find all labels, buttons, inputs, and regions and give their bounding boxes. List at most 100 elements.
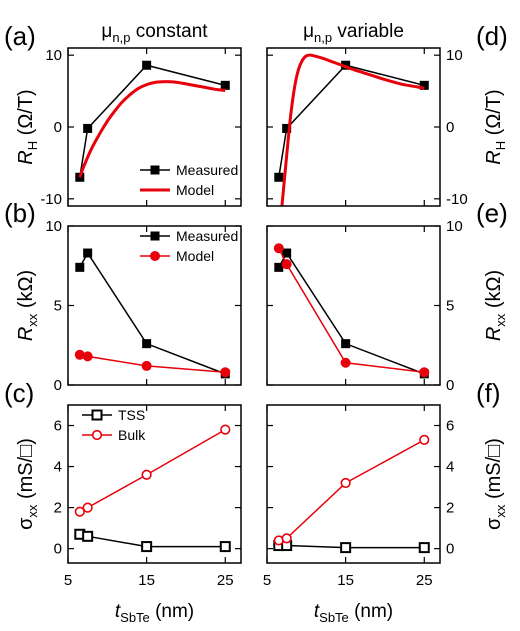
x-tick-label-c-0: 5: [64, 572, 72, 589]
ylabel-right-row-1: RH (Ω/T): [483, 89, 508, 164]
point-b-1-1: [82, 351, 93, 362]
point-a-0-2: [142, 60, 152, 70]
point-d-0-0: [274, 172, 284, 182]
legend-label-a-0: Measured: [176, 162, 238, 178]
point-c-1-2: [141, 469, 152, 480]
plot-area-a: [75, 60, 230, 182]
frame-a: [67, 47, 242, 207]
x-tick-label-f-1: 15: [337, 572, 354, 589]
point-e-1-2: [340, 357, 351, 368]
series-line-e-0: [278, 251, 425, 375]
series-curve-a-1: [78, 80, 226, 178]
x-tick-label-f-2: 25: [416, 572, 433, 589]
ylabel-left-row-1: RH (Ω/T): [15, 89, 40, 164]
y-tick-label-c-3: 6: [54, 418, 62, 435]
series-line-f-1: [278, 439, 425, 542]
panel-letter-f: (f): [476, 378, 501, 408]
panel-letter-d: (d): [476, 21, 508, 51]
y-tick-label-c-0: 0: [54, 541, 62, 558]
point-e-1-1: [281, 259, 292, 270]
frame-f: [266, 404, 441, 564]
legend-b: Measured Model: [140, 228, 238, 264]
frame-e: [266, 225, 441, 386]
series-line-c-1: [79, 428, 226, 513]
y-tick-label-f-0: 0: [446, 541, 454, 558]
y-tick-label-f-1: 2: [446, 500, 454, 517]
y-tick-label-f-2: 4: [446, 459, 454, 476]
point-f-1-1: [281, 533, 292, 544]
y-tick-label-e-2: 10: [446, 218, 463, 235]
legend-marker-b-0: [150, 231, 160, 241]
point-d-0-3: [419, 80, 429, 90]
point-c-1-3: [220, 424, 231, 435]
point-e-0-0: [274, 262, 284, 272]
plot-area-e: [273, 243, 430, 379]
y-tick-label-e-0: 0: [446, 377, 454, 394]
panel-a: -10 0 10 Measured Model: [40, 47, 242, 208]
y-tick-label-b-0: 0: [54, 377, 62, 394]
y-tick-label-d-0: -10: [446, 191, 468, 208]
y-tick-label-a-1: 0: [54, 119, 62, 136]
ylabel-right-row-2: Rxx (kΩ): [483, 270, 508, 341]
panel-d: -10 0 10: [266, 47, 468, 208]
y-tick-label-e-1: 5: [446, 298, 454, 315]
plot-area-f: [273, 434, 430, 554]
frame-b: [67, 225, 242, 386]
ylabel-right-row-3: σxx (mS/□): [483, 438, 508, 530]
panel-b: 0 5 10 Measured Model: [45, 218, 242, 394]
panel-f: 5 15 25 0 2 4 6: [263, 404, 454, 589]
point-e-0-2: [341, 339, 351, 349]
point-a-0-3: [220, 80, 230, 90]
ylabel-left-row-3: σxx (mS/□): [15, 438, 40, 530]
column-title-2: μn,p variable: [303, 21, 404, 45]
legend-label-c-1: Bulk: [118, 427, 146, 443]
y-tick-label-f-3: 6: [446, 418, 454, 435]
panel-letter-a: (a): [4, 21, 36, 51]
panel-letter-e: (e): [476, 198, 508, 228]
ylabel-left-row-2: Rxx (kΩ): [15, 270, 40, 341]
legend-marker-a-0: [150, 165, 160, 175]
point-c-0-2: [141, 541, 153, 553]
series-line-f-0: [278, 544, 425, 549]
x-tick-label-c-2: 25: [217, 572, 234, 589]
y-tick-label-d-2: 10: [446, 47, 463, 64]
legend-label-b-0: Measured: [176, 228, 238, 244]
y-tick-label-b-1: 5: [54, 298, 62, 315]
point-f-1-3: [419, 434, 430, 445]
xlabel-col-2: tSbTe (nm): [314, 601, 393, 625]
plot-area-b: [74, 248, 231, 379]
point-c-1-1: [82, 502, 93, 513]
point-b-1-3: [220, 367, 231, 378]
y-tick-label-a-2: 10: [45, 47, 62, 64]
series-line-d-0: [278, 64, 425, 178]
x-tick-label-c-1: 15: [138, 572, 155, 589]
point-b-1-2: [141, 360, 152, 371]
panel-c: 5 15 25 0 2 4 6 TSS Bulk: [54, 404, 242, 589]
panel-e: 0 5 10: [266, 218, 463, 394]
series-line-a-0: [79, 64, 226, 178]
legend-label-c-0: TSS: [118, 407, 145, 423]
series-line-b-0: [79, 251, 226, 375]
y-tick-label-d-1: 0: [446, 119, 454, 136]
point-b-0-1: [83, 248, 93, 258]
point-c-1-0: [74, 506, 85, 517]
plot-area-d: [274, 53, 429, 206]
point-f-0-3: [418, 542, 430, 554]
legend-a: Measured Model: [140, 162, 238, 198]
legend-marker-c-1: [91, 429, 103, 441]
legend-marker-c-0: [91, 409, 103, 421]
frame-c: [67, 404, 242, 564]
point-a-0-0: [75, 172, 85, 182]
point-b-0-2: [142, 339, 152, 349]
series-line-c-0: [79, 533, 226, 548]
point-d-0-1: [282, 123, 292, 133]
y-tick-label-a-0: -10: [40, 191, 62, 208]
y-tick-label-c-1: 2: [54, 500, 62, 517]
point-b-1-0: [74, 349, 85, 360]
plot-area-c: [74, 424, 231, 553]
point-e-1-0: [273, 243, 284, 254]
point-a-0-1: [83, 123, 93, 133]
column-title-1: μn,p constant: [101, 21, 208, 45]
panel-letter-b: (b): [4, 198, 36, 228]
